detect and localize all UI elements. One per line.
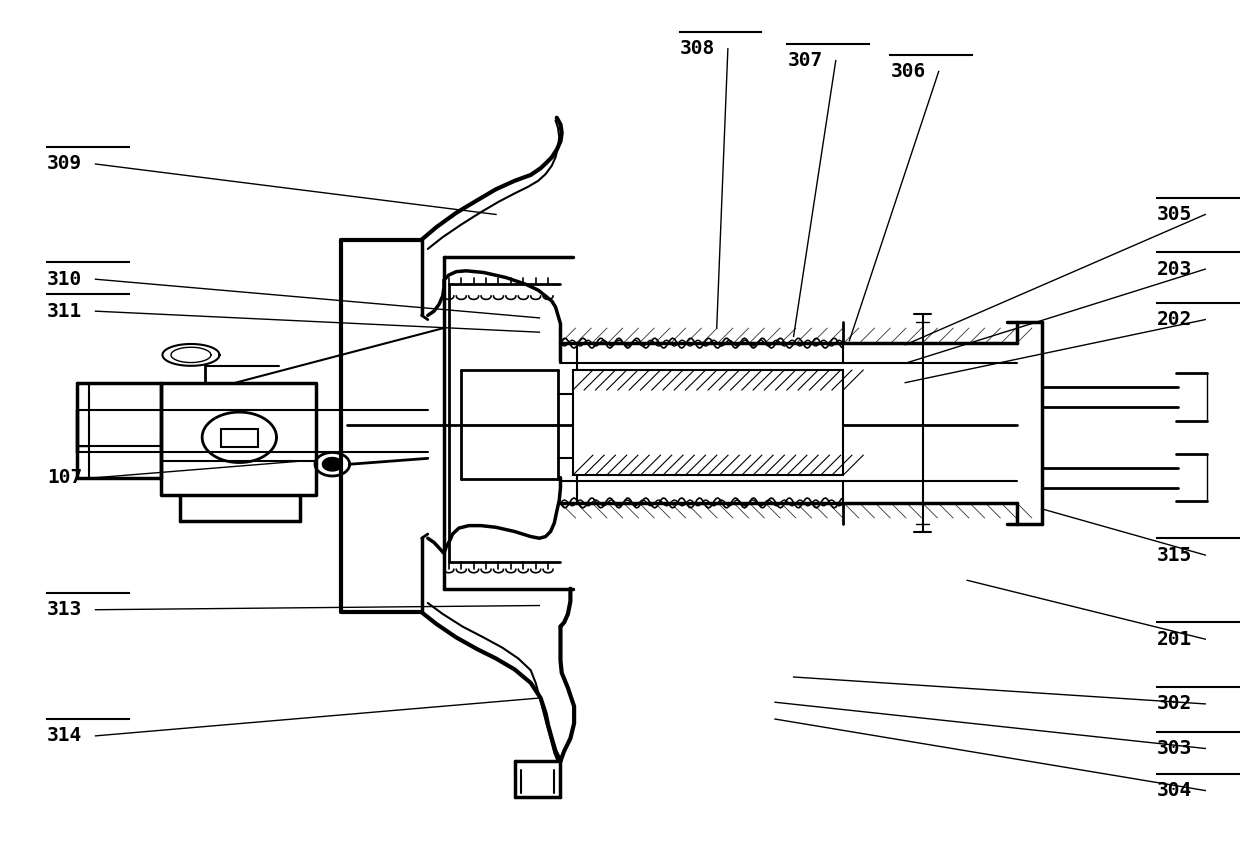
Text: 313: 313 [47, 600, 82, 619]
Text: 202: 202 [1157, 310, 1192, 329]
Text: 311: 311 [47, 302, 82, 320]
Text: 303: 303 [1157, 739, 1192, 758]
Text: 203: 203 [1157, 260, 1192, 278]
Text: 305: 305 [1157, 205, 1192, 224]
Bar [573, 370, 843, 475]
Text: 310: 310 [47, 270, 82, 288]
Text: 314: 314 [47, 727, 82, 745]
Polygon shape [322, 458, 342, 471]
Text: 107: 107 [47, 468, 82, 487]
Text: 201: 201 [1157, 630, 1192, 648]
Bar [221, 429, 258, 447]
Text: 308: 308 [680, 40, 714, 58]
Text: 315: 315 [1157, 546, 1192, 564]
Text: 309: 309 [47, 155, 82, 173]
Text: 302: 302 [1157, 695, 1192, 713]
Text: 307: 307 [787, 51, 822, 70]
Text: 306: 306 [890, 62, 925, 81]
Text: 304: 304 [1157, 781, 1192, 800]
